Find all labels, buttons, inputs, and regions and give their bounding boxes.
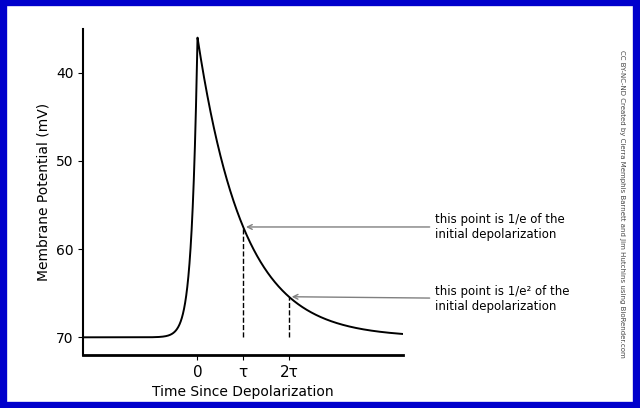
Text: CC BY-NC-ND Created by Cierra Memphis Barnett and Jim Hutchins using BioRender.c: CC BY-NC-ND Created by Cierra Memphis Ba… — [619, 50, 625, 358]
Y-axis label: Membrane Potential (mV): Membrane Potential (mV) — [36, 103, 51, 281]
X-axis label: Time Since Depolarization: Time Since Depolarization — [152, 385, 334, 399]
Text: this point is 1/e of the
initial depolarization: this point is 1/e of the initial depolar… — [248, 213, 565, 241]
Text: this point is 1/e² of the
initial depolarization: this point is 1/e² of the initial depola… — [293, 285, 570, 313]
